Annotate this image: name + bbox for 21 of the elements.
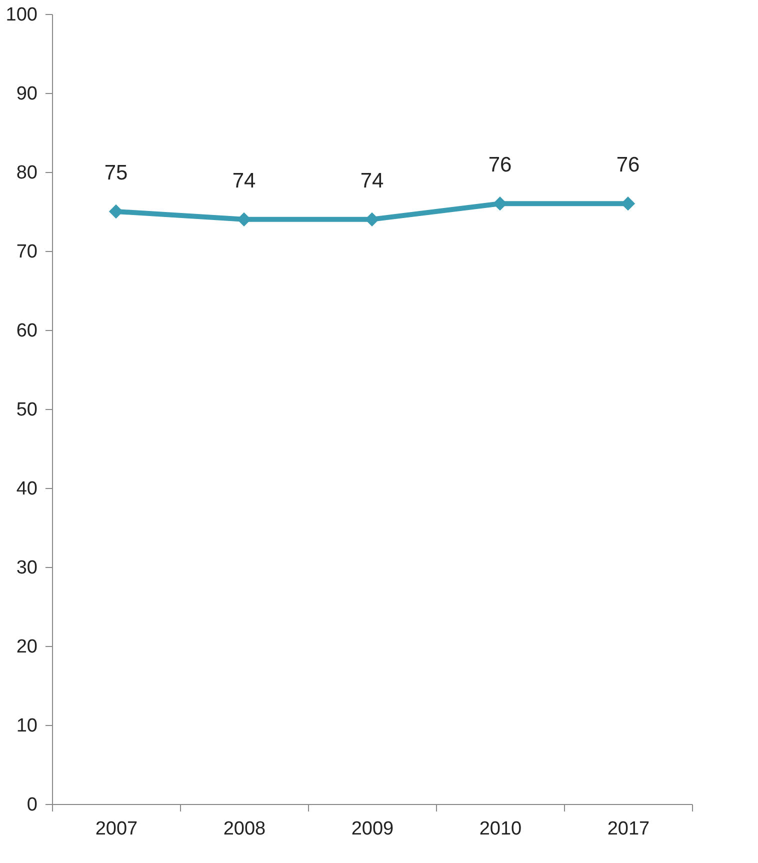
y-tick-label: 90 xyxy=(16,84,38,104)
x-tick-label: 2017 xyxy=(607,818,650,840)
data-label: 74 xyxy=(360,169,384,192)
y-tick-label: 0 xyxy=(26,794,38,816)
data-label: 76 xyxy=(616,154,640,177)
x-tick-label: 2008 xyxy=(223,818,266,840)
y-tick-label: 50 xyxy=(16,400,38,420)
data-label: 74 xyxy=(232,169,256,192)
y-tick-label: 40 xyxy=(16,478,38,500)
x-tick-label: 2010 xyxy=(479,818,522,840)
y-tick-label: 100 xyxy=(6,4,38,26)
x-tick-label: 2007 xyxy=(95,818,138,840)
data-label: 75 xyxy=(104,162,128,184)
y-tick-label: 60 xyxy=(16,320,38,342)
y-tick-label: 20 xyxy=(16,636,38,658)
y-tick-label: 70 xyxy=(16,242,38,262)
x-tick-label: 2009 xyxy=(351,818,394,840)
y-tick-label: 10 xyxy=(16,716,38,736)
y-tick-label: 80 xyxy=(16,162,38,184)
data-label: 76 xyxy=(488,154,512,177)
y-tick-label: 30 xyxy=(16,558,38,578)
